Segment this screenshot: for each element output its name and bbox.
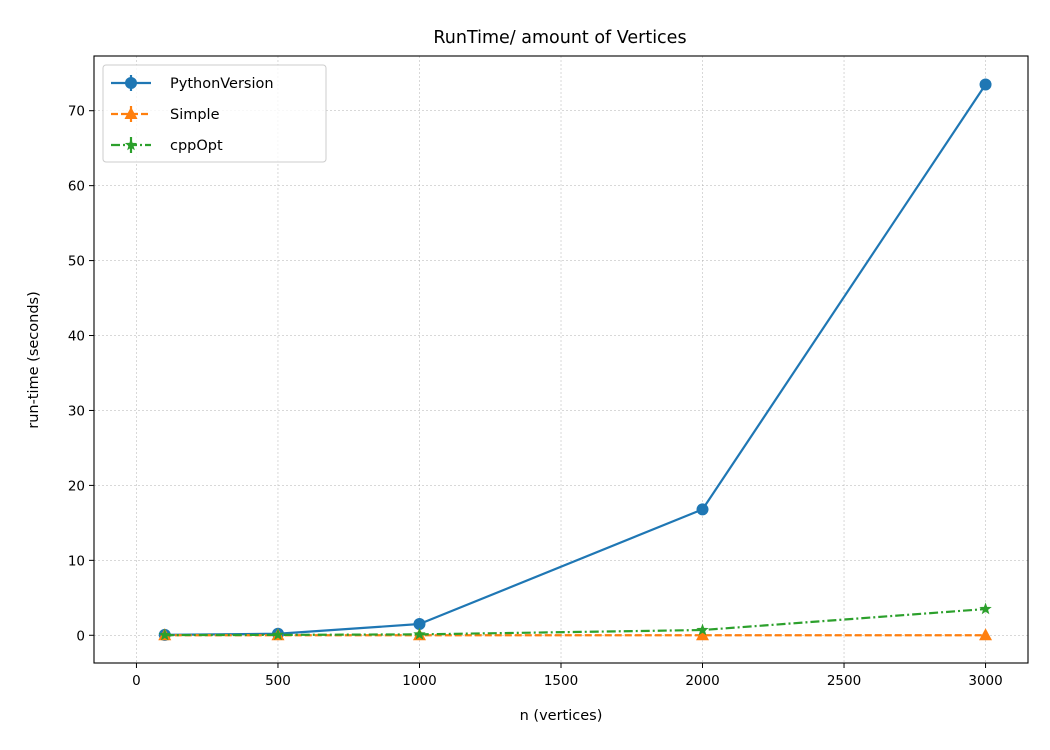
y-axis-label: run-time (seconds) xyxy=(26,291,42,429)
data-point-PythonVersion xyxy=(413,618,426,631)
legend: PythonVersion Simple cppOpt xyxy=(102,64,327,163)
y-tick-label: 70 xyxy=(68,104,85,120)
y-tick-label: 60 xyxy=(68,179,85,195)
data-point-PythonVersion xyxy=(696,503,709,516)
y-tick-label: 10 xyxy=(68,553,85,569)
x-tick-label: 1000 xyxy=(402,673,436,689)
y-tick-label: 30 xyxy=(68,403,85,419)
x-tick-label: 3000 xyxy=(968,673,1002,689)
legend-marker-Simple xyxy=(124,107,138,119)
series-cppOpt xyxy=(158,602,992,641)
legend-label-PythonVersion: PythonVersion xyxy=(170,76,274,92)
x-axis-label: n (vertices) xyxy=(520,708,603,724)
chart-title: RunTime/ amount of Vertices xyxy=(433,28,686,48)
x-tick-label: 2500 xyxy=(827,673,861,689)
series-layer xyxy=(158,78,993,641)
x-tick-label: 2000 xyxy=(685,673,719,689)
data-point-cppOpt xyxy=(413,627,426,640)
y-tick-label: 0 xyxy=(76,628,85,644)
legend-marker-PythonVersion xyxy=(125,77,137,89)
legend-marker-cppOpt xyxy=(124,138,138,151)
data-point-PythonVersion xyxy=(979,78,992,91)
y-tick-label: 50 xyxy=(68,254,85,270)
legend-box xyxy=(102,64,327,163)
x-tick-label: 1500 xyxy=(544,673,578,689)
legend-label-Simple: Simple xyxy=(170,107,220,123)
data-point-cppOpt xyxy=(696,623,709,636)
legend-label-cppOpt: cppOpt xyxy=(170,138,223,154)
y-tick-label: 40 xyxy=(68,329,85,345)
data-point-cppOpt xyxy=(979,602,992,615)
data-point-cppOpt xyxy=(271,628,285,641)
series-line-cppOpt xyxy=(164,607,986,637)
y-tick-label: 20 xyxy=(68,478,85,494)
data-point-cppOpt xyxy=(158,628,171,641)
x-tick-label: 0 xyxy=(132,673,141,689)
x-tick-label: 500 xyxy=(265,673,291,689)
data-point-Simple xyxy=(696,628,710,641)
data-point-Simple xyxy=(979,628,993,641)
axis-ticks: 0 500 1000 1500 2000 2500 3000 0 10 20 30 40 50 60 70 xyxy=(68,104,1003,689)
